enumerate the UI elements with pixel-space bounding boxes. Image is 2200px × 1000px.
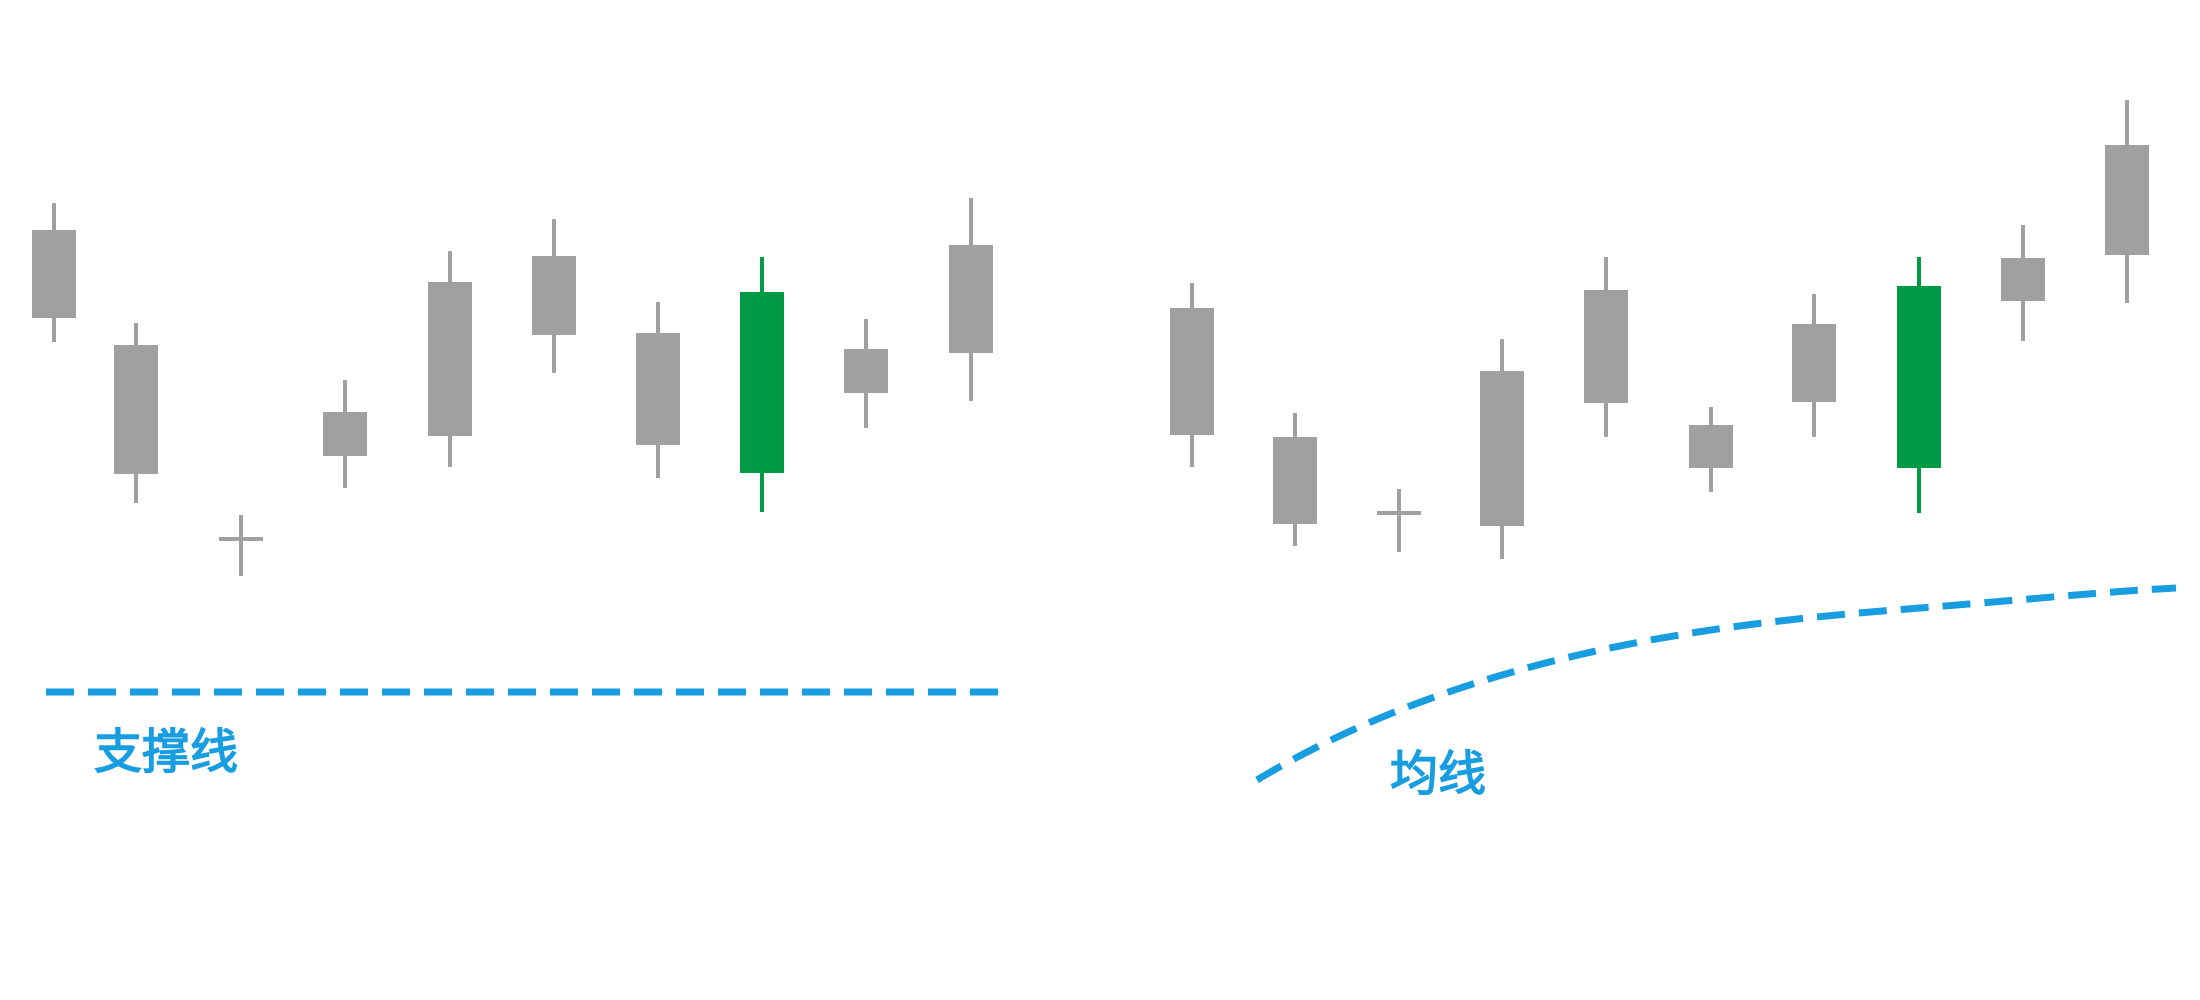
candlestick	[323, 380, 367, 488]
candles-group	[32, 198, 993, 576]
candlestick	[949, 198, 993, 401]
candle-body	[323, 412, 367, 456]
candle-body	[740, 292, 784, 473]
candlestick	[2001, 225, 2045, 341]
moving-average-line	[1255, 584, 2177, 784]
candle-wick	[239, 515, 243, 576]
candle-body	[2001, 258, 2045, 301]
candle-body	[844, 349, 888, 393]
candlestick	[1689, 407, 1733, 492]
candlestick	[219, 515, 263, 576]
candles-group	[1170, 100, 2149, 559]
highlight-candlestick	[1897, 257, 1941, 513]
candlestick	[844, 319, 888, 428]
candle-body	[1897, 286, 1941, 468]
candle-body	[2105, 145, 2149, 255]
candlestick	[1273, 413, 1317, 546]
moving-average-panel: 均线	[1170, 100, 2177, 802]
candle-body	[1584, 290, 1628, 403]
doji-bar	[219, 537, 263, 541]
candle-body	[1170, 308, 1214, 435]
candlestick	[114, 323, 158, 503]
candlestick	[1480, 339, 1524, 559]
candle-body	[428, 282, 472, 436]
candlestick	[1170, 283, 1214, 467]
support-line-label: 支撑线	[94, 724, 238, 780]
candle-body	[1480, 371, 1524, 526]
candlestick	[1792, 294, 1836, 437]
candlestick	[532, 219, 576, 373]
candlestick	[1584, 257, 1628, 437]
moving-average-label: 均线	[1390, 746, 1486, 802]
candle-body	[32, 230, 76, 318]
candle-body	[1689, 425, 1733, 468]
candlestick	[32, 203, 76, 342]
support-line-panel: 支撑线	[32, 198, 1002, 780]
candle-body	[1273, 437, 1317, 524]
candle-body	[1792, 324, 1836, 402]
candlestick	[1377, 489, 1421, 552]
candlestick	[636, 302, 680, 478]
candle-wick	[1397, 489, 1401, 552]
candle-body	[114, 345, 158, 474]
doji-bar	[1377, 511, 1421, 515]
candle-body	[636, 333, 680, 445]
candle-body	[949, 245, 993, 353]
candle-body	[532, 256, 576, 335]
candlestick	[428, 251, 472, 467]
candlestick	[2105, 100, 2149, 303]
highlight-candlestick	[740, 257, 784, 512]
